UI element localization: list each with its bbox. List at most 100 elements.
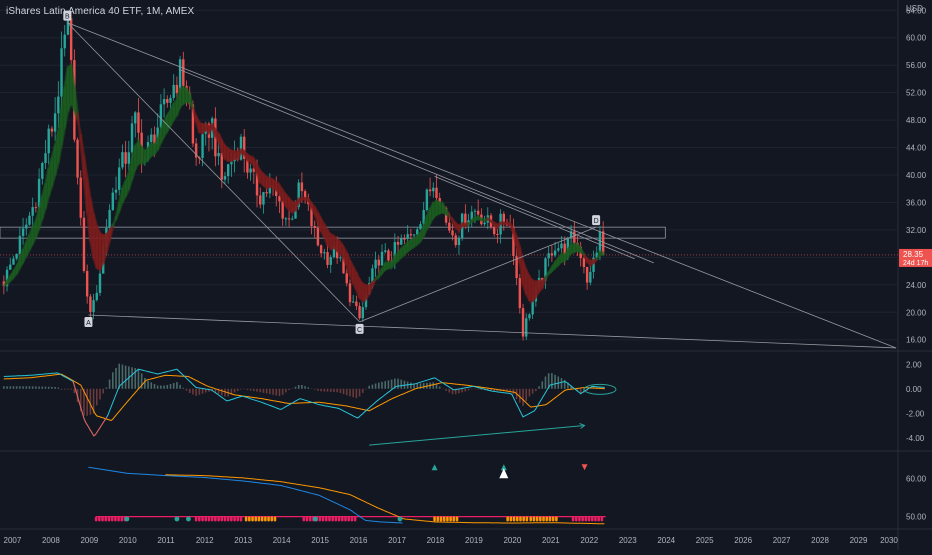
year-label: 2025 [696,536,714,545]
signal-dot [353,516,357,522]
candle-body [262,192,265,205]
signal-dot [551,516,555,522]
candle-body [63,34,66,49]
candle-body [313,225,316,228]
year-label: 2023 [619,536,637,545]
year-label: 2016 [350,536,368,545]
candle-body [275,188,278,197]
point-label-box [592,215,601,226]
signal-dot [587,516,591,522]
signal-dot [590,516,594,522]
candle-body [243,136,246,159]
point-label-d: D [594,218,599,225]
candle-body [300,182,304,192]
signal-dot [334,516,338,522]
trendline [88,314,897,349]
candle-body [118,167,121,190]
candle-body [582,258,586,268]
signal-dot [324,516,328,522]
candle-body [21,228,25,236]
candle-body [223,176,227,180]
signal-dot [214,516,217,522]
year-label: 2012 [196,536,214,545]
price-tick-label: 40.00 [906,171,927,180]
chart-title-text: iShares Latin America 40 ETF, 1M, AMEX [6,6,195,17]
candle-body [464,213,467,226]
candle-body [303,191,307,199]
candle-body [114,189,118,193]
signal-dot [337,516,341,522]
candle-body [454,235,457,246]
signal-dot [578,516,581,522]
year-label: 2013 [234,536,252,545]
candle-body [566,237,570,256]
signal-dot [254,516,258,522]
candle-body [47,128,50,154]
year-label: 2014 [273,536,291,545]
candle-body [226,164,230,177]
candle-body [483,222,486,225]
price-tick-label: 16.00 [906,336,927,345]
candle-body [393,242,397,262]
candle-body [412,234,416,236]
candle-body [287,218,291,220]
signal-dot [442,516,446,522]
signal-dot [251,516,254,522]
signal-dot [321,516,325,522]
year-label: 2022 [580,536,598,545]
candle-body [374,259,377,269]
candle-body [41,163,44,179]
trendline [359,226,597,323]
candle-body [201,133,204,158]
chart-title: iShares Latin America 40 ETF, 1M, AMEX [6,6,194,17]
signal-dot [512,516,516,522]
candle-body [326,252,329,265]
candle-body [496,234,499,236]
candle-body [419,224,422,230]
candle-body [512,226,515,256]
year-label: 2020 [503,536,521,545]
signal-marker-down [581,464,588,471]
macd-highlight-ellipse [583,383,617,395]
candle-body [563,243,566,256]
candle-body [297,182,300,208]
macd-tick-label: 0.00 [906,385,922,394]
signal-dot [535,516,539,522]
candle-body [358,306,361,319]
candle-body [281,201,284,219]
candle-body [259,195,262,205]
candle-body [406,234,409,240]
candle-body [601,231,605,255]
candle-body [108,210,111,228]
candle-body [246,158,249,173]
price-tick-label: 56.00 [906,61,927,70]
candle-body [351,301,355,303]
trendline [67,22,360,323]
candle-body [172,84,175,98]
signal-dot [555,516,558,522]
year-label: 2018 [427,536,445,545]
point-label-box [63,10,72,21]
signal-dot [455,516,459,522]
signal-dot [267,516,270,522]
signal-dot [273,516,277,522]
signal-marker-up [500,464,507,471]
candle-body [384,250,387,252]
candle-body [470,211,473,221]
signal-dot [532,516,536,522]
candle-body [448,222,451,231]
candle-body [560,243,563,249]
signal-dot [571,516,575,522]
candle-body [124,152,127,164]
candle-body [268,185,272,194]
candle-body [515,255,518,279]
signal-dot [101,516,104,522]
candle-body [25,224,28,229]
candle-body [12,258,15,265]
candle-body [592,257,595,272]
candle-body [278,196,281,202]
signal-dot [220,516,224,522]
signal-dot-teal [397,516,403,522]
